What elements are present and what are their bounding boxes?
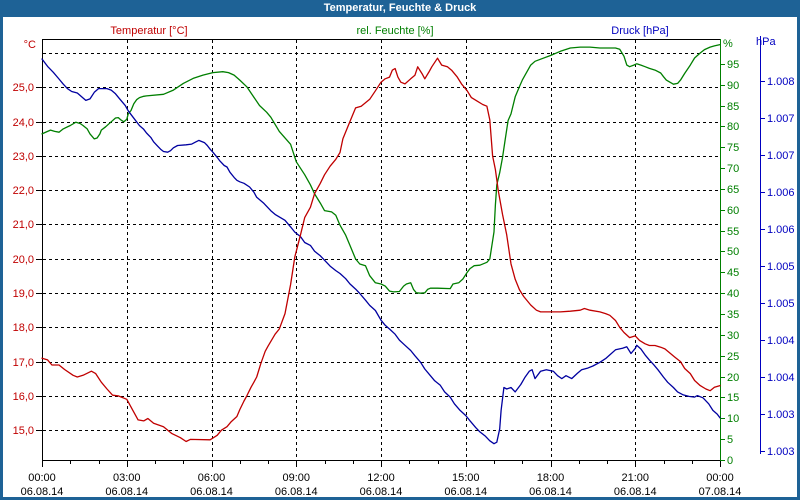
pressure-series-line [41,58,721,445]
pressure-tick-label: 1.005 [767,298,795,310]
legend-humidity: rel. Feuchte [%] [356,25,434,37]
plot-borders [42,36,761,461]
temperature-series-line [41,57,721,443]
x-date-label: 06.08.14 [360,486,403,498]
x-date-label: 06.08.14 [444,486,487,498]
x-time-label: 21:00 [621,472,649,484]
x-date-label: 07.08.14 [699,486,742,498]
x-time-label: 00:00 [706,472,734,484]
humidity-tick-label: 10 [727,413,739,425]
humidity-tick-label: 35 [727,309,739,321]
humidity-tick-label: 15 [727,392,739,404]
x-date-label: 06.08.14 [190,486,233,498]
humidity-tick-label: 60 [727,205,739,217]
x-time-label: 18:00 [537,472,565,484]
temperature-tick-label: 20,0 [13,254,34,266]
window-title: Temperatur, Feuchte & Druck [323,2,477,14]
temperature-tick-label: 21,0 [13,219,34,231]
pressure-tick-label: 1.003 [767,409,795,421]
humidity-tick-label: 65 [727,184,739,196]
x-date-label: 06.08.14 [105,486,148,498]
legend-pressure: Druck [hPa] [611,25,669,37]
gridlines [43,40,719,459]
temperature-tick-label: 15,0 [13,425,34,437]
temperature-tick-label: 24,0 [13,117,34,129]
humidity-tick-label: 75 [727,142,739,154]
pressure-tick-label: 1.004 [767,372,795,384]
humidity-tick-label: 80 [727,121,739,133]
x-time-label: 00:00 [28,472,56,484]
x-date-label: 06.08.14 [529,486,572,498]
window-frame [0,17,800,500]
x-axis: 00:00 06.08.14 03:00 06.08.14 06:00 06.08.14 0… [21,460,742,498]
temperature-tick-label: 18,0 [13,322,34,334]
pressure-tick-label: 1.006 [767,187,795,199]
pressure-tick-label: 1.007 [767,113,795,125]
temperature-axis-unit: °C [23,39,36,51]
pressure-tick-label: 1.008 [767,76,795,88]
temperature-tick-label: 19,0 [13,288,34,300]
humidity-tick-label: 70 [727,163,739,175]
humidity-series-line [41,43,721,294]
humidity-axis-unit: % [723,38,733,50]
window-title-bar: Temperatur, Feuchte & Druck [0,0,800,17]
temperature-tick-label: 22,0 [13,185,34,197]
humidity-tick-label: 45 [727,267,739,279]
series-group [41,43,721,445]
humidity-tick-label: 30 [727,330,739,342]
humidity-tick-label: 40 [727,288,739,300]
pressure-tick-label: 1.003 [767,446,795,458]
x-date-label: 06.08.14 [21,486,64,498]
frame-right [797,17,800,500]
x-time-label: 15:00 [452,472,480,484]
humidity-tick-label: 25 [727,351,739,363]
temperature-axis: 25,0 24,0 23,0 22,0 21,0 20,0 19,0 18,0 17,0 16,0… [13,82,42,437]
temperature-tick-label: 16,0 [13,391,34,403]
pressure-axis: 1.008 1.007 1.007 1.006 1.006 1.005 1.005 1.004… [760,76,795,458]
humidity-tick-label: 50 [727,246,739,258]
pressure-tick-label: 1.005 [767,261,795,273]
frame-left [0,17,3,500]
humidity-tick-label: 85 [727,101,739,113]
pressure-tick-label: 1.004 [767,335,795,347]
humidity-tick-label: 90 [727,80,739,92]
pressure-tick-label: 1.007 [767,150,795,162]
x-time-label: 03:00 [113,472,141,484]
temperature-tick-label: 25,0 [13,82,34,94]
x-date-label: 06.08.14 [275,486,318,498]
temperature-tick-label: 23,0 [13,151,34,163]
x-date-label: 06.08.14 [614,486,657,498]
legend-temperature: Temperatur [°C] [110,25,188,37]
x-time-label: 09:00 [282,472,310,484]
frame-bottom [0,497,800,500]
humidity-tick-label: 95 [727,59,739,71]
humidity-tick-label: 20 [727,372,739,384]
humidity-tick-label: 55 [727,226,739,238]
x-time-label: 06:00 [198,472,226,484]
humidity-tick-label: 0 [727,455,733,467]
humidity-tick-label: 5 [727,434,733,446]
temperature-tick-label: 17,0 [13,357,34,369]
pressure-tick-label: 1.006 [767,224,795,236]
x-time-label: 12:00 [367,472,395,484]
